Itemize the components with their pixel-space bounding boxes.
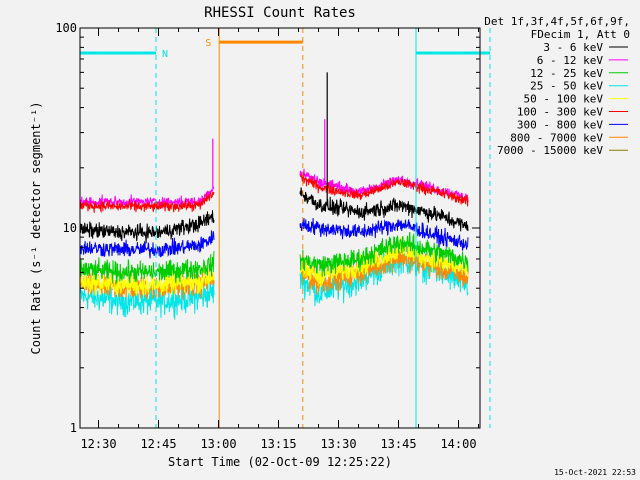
legend-header-line-1: Det 1f,3f,4f,5f,6f,9f, [484, 15, 630, 28]
legend-label-800-7000-kev: 800 - 7000 keV [510, 131, 603, 144]
series-50-100-kev-segment-1 [79, 267, 215, 296]
legend-header-line-2: FDecim 1, Att 0 [531, 28, 630, 41]
axis-ticks: 1 10 100 12:30 12:45 13:00 13:15 13:30 13:45 14:0… [55, 21, 480, 451]
x-tick-label-1330: 13:30 [320, 437, 356, 451]
legend-label-6-12-kev: 6 - 12 keV [537, 54, 604, 67]
x-tick-label-1400: 14:00 [440, 437, 476, 451]
legend: Det 1f,3f,4f,5f,6f,9f, FDecim 1, Att 0 3… [484, 15, 630, 157]
series-100-300-kev-segment-1 [79, 191, 215, 214]
series-100-300-kev-segment-2 [299, 172, 469, 207]
legend-label-100-300-kev: 100 - 300 keV [517, 106, 603, 119]
night-1-label: N [162, 49, 168, 60]
series-300-800-kev-segment-2 [299, 217, 469, 251]
footer-timestamp: 15-Oct-2021 22:53 [554, 468, 636, 477]
x-tick-label-1300: 13:00 [200, 437, 236, 451]
y-axis-label: Count Rate (s⁻¹ detector segment⁻¹) [29, 102, 43, 355]
x-tick-label-1245: 12:45 [140, 437, 176, 451]
legend-label-300-800-kev: 300 - 800 keV [517, 118, 603, 131]
legend-label-3-6-kev: 3 - 6 keV [543, 41, 603, 54]
y-tick-label-100: 100 [55, 21, 77, 35]
x-axis-label: Start Time (02-Oct-09 12:25:22) [168, 455, 392, 469]
series-12-25-kev-segment-2 [299, 231, 469, 277]
legend-label-25-50-kev: 25 - 50 keV [530, 80, 603, 93]
x-tick-label-1230: 12:30 [80, 437, 116, 451]
saa-2-label: S [205, 38, 211, 49]
legend-label-12-25-kev: 12 - 25 keV [530, 67, 603, 80]
legend-label-7000-15000-kev: 7000 - 15000 keV [497, 144, 603, 157]
y-tick-label-1: 1 [70, 421, 77, 435]
y-tick-label-10: 10 [63, 221, 77, 235]
x-tick-label-1345: 13:45 [380, 437, 416, 451]
series-300-800-kev-segment-1 [79, 230, 215, 259]
x-tick-label-1315: 13:15 [260, 437, 296, 451]
chart-title: RHESSI Count Rates [204, 5, 356, 21]
series-3-6-kev-segment-2 [299, 187, 469, 232]
legend-label-50-100-kev: 50 - 100 keV [524, 93, 604, 106]
series-12-25-kev-segment-1 [79, 251, 215, 284]
series-3-6-kev-segment-1 [79, 210, 215, 244]
